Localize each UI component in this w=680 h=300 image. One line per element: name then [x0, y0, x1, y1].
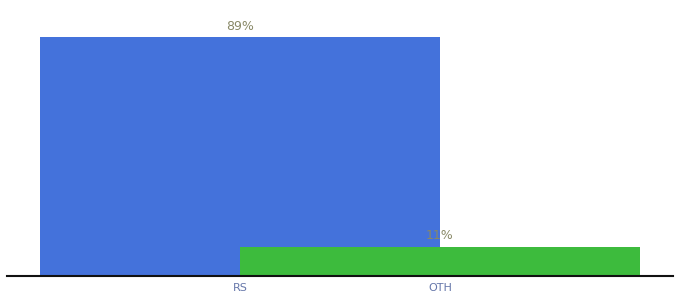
- Text: 89%: 89%: [226, 20, 254, 32]
- Bar: [240, 247, 640, 276]
- Text: 11%: 11%: [426, 230, 454, 242]
- Bar: [40, 37, 440, 276]
